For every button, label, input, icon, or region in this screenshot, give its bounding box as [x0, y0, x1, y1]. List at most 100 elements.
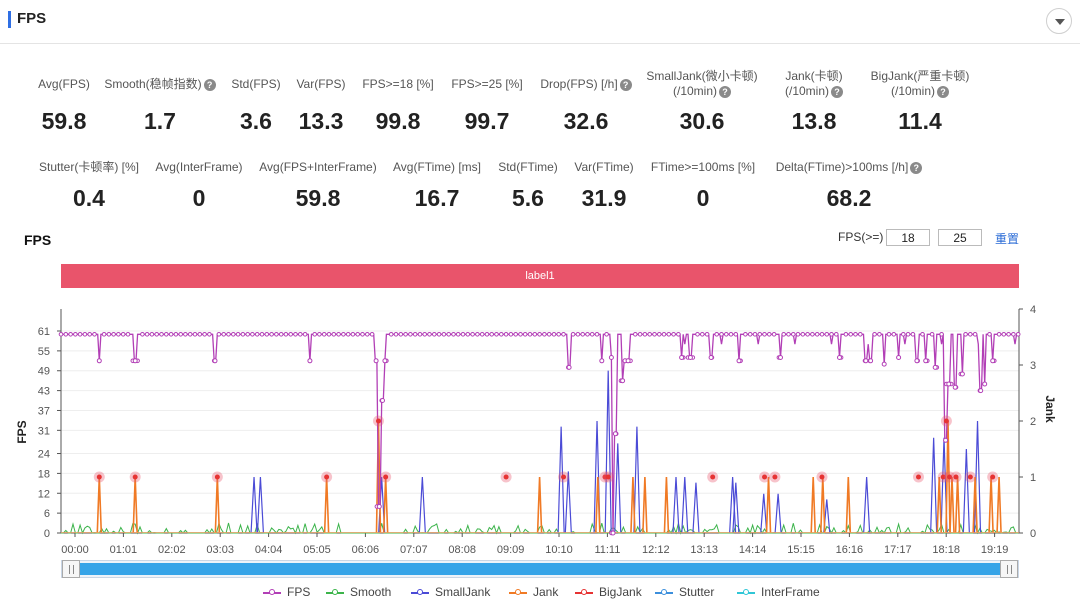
smalljank-spike [564, 471, 572, 534]
legend-item-stutter[interactable]: Stutter [655, 585, 714, 599]
smalljank-spike [672, 476, 680, 534]
bigjank-point [96, 474, 102, 480]
fps-point [594, 332, 600, 337]
help-icon[interactable]: ? [719, 85, 731, 98]
help-icon[interactable]: ? [831, 85, 843, 98]
fps-point [484, 332, 490, 337]
fps-point [63, 332, 69, 337]
metric-label: BigJank(严重卡顿) (/10min)? [820, 69, 1020, 99]
time-range-slider[interactable] [61, 560, 1019, 578]
smalljank-spike [681, 476, 689, 534]
legend-item-fps[interactable]: FPS [263, 585, 310, 599]
fps-point [475, 332, 480, 337]
help-icon[interactable]: ? [910, 161, 923, 174]
bigjank-point [503, 474, 509, 480]
label-band[interactable]: label1 [61, 264, 1019, 288]
jank-spike [954, 476, 961, 534]
fps-point [240, 332, 246, 337]
fps-point [728, 332, 734, 337]
fps-point [858, 332, 863, 337]
metric-value-cell: 0.4 [0, 185, 189, 212]
fps-point [527, 332, 533, 337]
legend-item-smooth[interactable]: Smooth [326, 585, 391, 599]
metric-label: FTime>=100ms [%] [603, 160, 803, 175]
y-tick-label: 49 [38, 366, 50, 378]
fps-dip-point [736, 358, 742, 364]
fps-point [522, 332, 528, 337]
fps-point [795, 332, 801, 337]
fps-point [963, 332, 968, 337]
legend-item-bigjank[interactable]: BigJank [575, 585, 642, 599]
fps-point [451, 332, 456, 337]
legend-label: SmallJank [435, 585, 491, 599]
metric-value: 0.4 [73, 185, 105, 211]
fps-point [140, 332, 145, 337]
fps-point [321, 332, 327, 337]
x-tick-label: 17:17 [884, 544, 912, 556]
fps-point [719, 332, 724, 337]
collapse-button[interactable] [1046, 8, 1072, 34]
fps-dip-point [868, 358, 874, 364]
fps-point [786, 332, 791, 337]
fps-point [968, 332, 973, 337]
fps-point [73, 332, 78, 337]
legend-item-smalljank[interactable]: SmallJank [411, 585, 490, 599]
metric-value: 0 [192, 185, 206, 211]
metric-value-cell: 13.3 [221, 108, 421, 135]
jank-spike [536, 476, 543, 534]
reset-button[interactable]: 重置 [995, 232, 1020, 246]
help-icon[interactable]: ? [619, 78, 632, 91]
fps-point [465, 332, 471, 337]
metric-label: Std(FPS) [156, 77, 356, 92]
fps-point [336, 332, 341, 337]
bigjank-point [940, 474, 946, 480]
slider-range-fill[interactable] [80, 563, 1000, 575]
metric-label: FPS>=25 [%] [387, 77, 587, 92]
jank-spike [630, 476, 636, 534]
fps-point [695, 332, 700, 337]
fps-point [82, 332, 88, 337]
metric-value-cell: 59.8 [0, 108, 164, 135]
fps-dip-point [946, 381, 952, 387]
fps-point [767, 332, 772, 337]
slider-handle-right[interactable] [1000, 560, 1018, 578]
x-tick-label: 08:08 [448, 544, 476, 556]
fps-point [283, 332, 289, 337]
fps-point [561, 332, 566, 337]
fps-point [834, 332, 839, 337]
fps-point [508, 332, 514, 337]
fps-point [350, 332, 356, 337]
section-accent-bar [8, 11, 11, 28]
fps-dip-point [608, 355, 614, 360]
fps-point [369, 332, 375, 337]
x-tick-label: 15:15 [787, 544, 815, 556]
fps-point [197, 332, 203, 337]
smalljank-spike [863, 476, 871, 534]
metric-label-text: FPS>=25 [%] [451, 77, 523, 91]
metric-value-cell: 0 [603, 185, 803, 212]
x-tick-label: 06:06 [352, 544, 380, 556]
help-icon[interactable]: ? [203, 78, 216, 91]
fps-dip-point [679, 355, 685, 360]
legend-item-interframe[interactable]: InterFrame [737, 585, 820, 599]
fps-point [901, 332, 906, 337]
fps-point [886, 332, 892, 337]
metric-value-cell: 30.6 [602, 108, 802, 135]
metric-label: Avg(FPS) [0, 77, 164, 92]
fps-threshold-input-2[interactable] [938, 229, 982, 246]
fps-point [633, 332, 638, 337]
legend-item-jank[interactable]: Jank [509, 585, 558, 599]
x-tick-label: 01:01 [110, 544, 138, 556]
fps-point [398, 332, 404, 337]
x-tick-label: 00:00 [61, 544, 89, 556]
fps-threshold-input-1[interactable] [886, 229, 930, 246]
fps-dip-point [943, 437, 949, 443]
metric-value-cell: 32.6 [486, 108, 686, 135]
bigjank-point [710, 474, 716, 480]
y-tick-label: 37 [38, 405, 50, 417]
fps-point [704, 332, 710, 337]
help-icon[interactable]: ? [937, 85, 949, 98]
metric-label: Jank(卡顿) (/10min)? [714, 69, 914, 99]
slider-handle-left[interactable] [62, 560, 80, 578]
